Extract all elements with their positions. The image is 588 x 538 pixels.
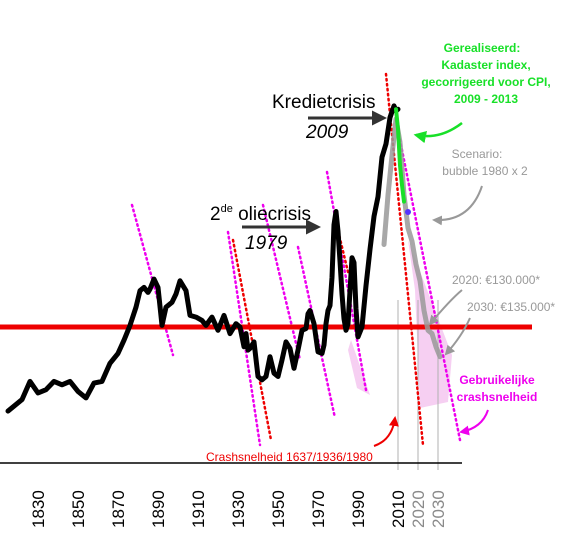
scenario-line-1: Scenario:: [452, 147, 503, 161]
annotation-kredietcrisis: Kredietcrisis 2009: [272, 92, 387, 143]
oliecrisis-label: 2de oliecrisis: [210, 203, 311, 225]
annotation-realised: Gerealiseerd: Kadaster index, gecorrigee…: [413, 41, 551, 144]
realised-line-4: 2009 - 2013: [454, 92, 518, 106]
usual-line-1: Gebruikelijke: [459, 373, 535, 387]
value-2020: 2020: €130.000*: [452, 273, 540, 287]
x-tick-label: 1830: [29, 490, 48, 528]
crash-speed-line: [231, 238, 273, 442]
scenario-line-2: bubble 1980 x 2: [442, 164, 528, 178]
series-scenario: [381, 116, 443, 360]
crash-speed-line: [325, 170, 368, 392]
series-gerealiseerd: [394, 107, 406, 204]
kredietcrisis-year: 2009: [305, 122, 349, 143]
annotation-usual-crash: Gebruikelijke crashsnelheid: [457, 373, 538, 436]
crash-speed-line: [334, 220, 350, 274]
curved-arrow-icon: [444, 317, 471, 356]
x-tick-labels: 1830 1850 1870 1890 1910 1930 1950 1970 1990 2010…: [29, 490, 448, 528]
value-2030: 2030: €135.000*: [467, 300, 555, 314]
series-historical-index: [5, 103, 401, 414]
curved-arrow-icon: [459, 409, 489, 436]
crash-speed-label: Crashsnelheid 1637/1936/1980: [206, 450, 373, 464]
annotation-crash-speed: Crashsnelheid 1637/1936/1980: [206, 416, 399, 464]
kredietcrisis-label: Kredietcrisis: [272, 92, 375, 113]
x-tick-label: 2030: [429, 490, 448, 528]
x-tick-label: 2020: [409, 490, 428, 528]
oliecrisis-year: 1979: [245, 233, 288, 254]
curved-arrow-icon: [413, 122, 463, 144]
crash-speed-line: [394, 118, 462, 442]
realised-line-2: Kadaster index,: [441, 58, 530, 72]
curved-arrow-icon: [428, 289, 463, 326]
x-tick-label: 1910: [189, 490, 208, 528]
x-tick-label: 1970: [309, 490, 328, 528]
curved-arrow-icon: [432, 185, 483, 226]
annotation-scenario: Scenario: bubble 1980 x 2: [432, 147, 528, 226]
x-tick-label: 1990: [349, 490, 368, 528]
x-tick-label: 1950: [269, 490, 288, 528]
annotation-values: 2020: €130.000* 2030: €135.000*: [428, 273, 555, 356]
x-tick-label: 2010: [389, 490, 408, 528]
curved-arrow-icon: [373, 416, 399, 447]
annotation-oliecrisis: 2de oliecrisis 1979: [210, 203, 321, 254]
realised-end-marker: [405, 209, 411, 215]
realised-line-3: gecorrigeerd voor CPI,: [421, 75, 550, 89]
x-tick-label: 1870: [109, 490, 128, 528]
x-tick-label: 1850: [69, 490, 88, 528]
realised-line-1: Gerealiseerd:: [444, 41, 521, 55]
crash-speed-line: [130, 203, 175, 357]
x-tick-label: 1890: [149, 490, 168, 528]
x-tick-label: 1930: [229, 490, 248, 528]
usual-line-2: crashsnelheid: [457, 390, 538, 404]
crash-speed-line: [261, 203, 302, 362]
